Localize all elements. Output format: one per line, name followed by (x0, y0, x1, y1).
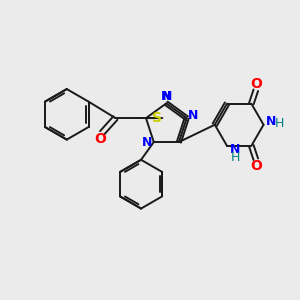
Text: H: H (274, 117, 284, 130)
Text: O: O (250, 77, 262, 91)
Text: O: O (250, 159, 262, 173)
Text: N: N (266, 115, 276, 128)
Text: N: N (162, 90, 172, 103)
Text: N: N (161, 90, 172, 103)
Text: S: S (152, 111, 162, 125)
Text: H: H (231, 151, 240, 164)
Text: O: O (94, 132, 106, 146)
Text: N: N (142, 136, 152, 149)
Text: N: N (230, 143, 241, 156)
Text: N: N (188, 109, 198, 122)
